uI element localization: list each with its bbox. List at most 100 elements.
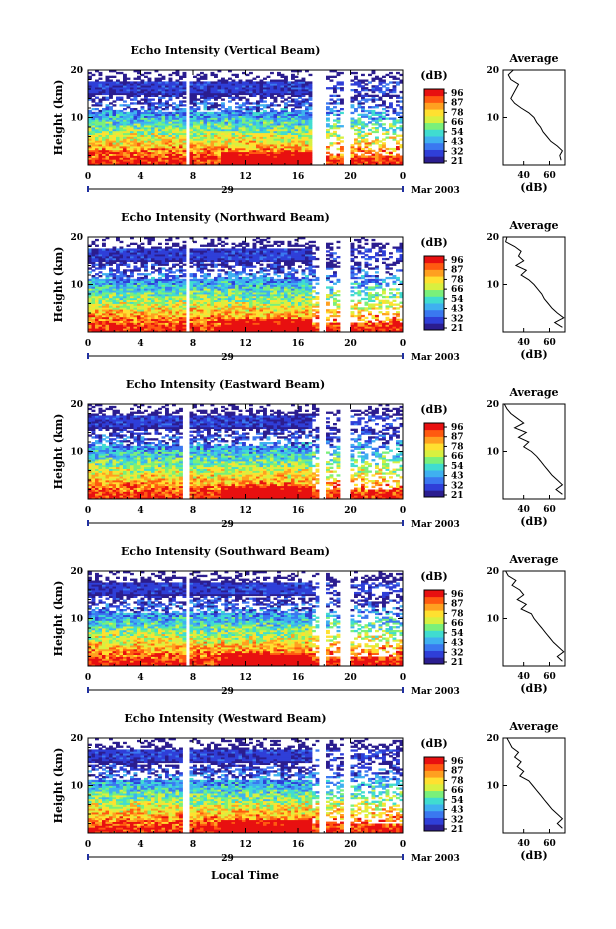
- heatmap-cell: [116, 97, 120, 99]
- heatmap-cell: [151, 247, 155, 249]
- heatmap-cell: [99, 279, 103, 281]
- heatmap-cell: [232, 279, 236, 281]
- heatmap-cell: [155, 78, 159, 80]
- heatmap-cell: [386, 87, 390, 89]
- heatmap-cell: [106, 97, 110, 99]
- heatmap-cell: [120, 110, 124, 112]
- heatmap-cell: [183, 279, 187, 281]
- heatmap-cell: [337, 154, 341, 156]
- heatmap-cell: [288, 81, 292, 83]
- x-tick-label: 8: [190, 172, 196, 182]
- heatmap-cell: [141, 247, 145, 249]
- panel-1: Echo Intensity (Vertical Beam)0 4 8 12 16 20 0…: [52, 44, 565, 196]
- heatmap-cell: [165, 81, 169, 83]
- heatmap-cell: [379, 97, 383, 99]
- heatmap-cell: [270, 72, 274, 74]
- heatmap-cell: [214, 102, 218, 104]
- heatmap-cell: [372, 154, 376, 156]
- heatmap-cell: [393, 76, 397, 78]
- heatmap-cell: [386, 148, 390, 150]
- heatmap-cell: [225, 271, 229, 273]
- heatmap-cell: [274, 110, 278, 112]
- heatmap-cell: [106, 76, 110, 78]
- heatmap-cell: [193, 273, 197, 275]
- heatmap-cell: [204, 245, 208, 247]
- heatmap-cell: [169, 267, 173, 269]
- heatmap-cell: [95, 245, 99, 247]
- heatmap-cell: [214, 245, 218, 247]
- heatmap-cell: [99, 248, 103, 250]
- heatmap-cell: [379, 123, 383, 125]
- heatmap-cell: [200, 248, 204, 250]
- heatmap-cell: [340, 125, 344, 127]
- heatmap-cell: [253, 106, 257, 108]
- heatmap-cell: [95, 97, 99, 99]
- heatmap-cell: [267, 112, 271, 114]
- heatmap-cell: [305, 99, 309, 101]
- heatmap-cell: [365, 87, 369, 89]
- heatmap-cell: [137, 110, 141, 112]
- heatmap-cell: [235, 102, 239, 104]
- heatmap-cell: [183, 241, 187, 243]
- heatmap-cell: [354, 148, 358, 150]
- heatmap-cell: [232, 269, 236, 271]
- heatmap-cell: [372, 110, 376, 112]
- heatmap-cell: [396, 154, 400, 156]
- heatmap-cell: [99, 275, 103, 277]
- x-tick-label: 4: [137, 172, 143, 182]
- heatmap-cell: [239, 97, 243, 99]
- heatmap-cell: [274, 104, 278, 106]
- heatmap-cell: [221, 245, 225, 247]
- heatmap-cell: [228, 248, 232, 250]
- heatmap-cell: [396, 140, 400, 142]
- heatmap-cell: [267, 76, 271, 78]
- heatmap-cell: [249, 102, 253, 104]
- colorbar-tick-label: 66: [451, 118, 464, 128]
- heatmap-cell: [389, 152, 393, 154]
- heatmap-cell: [382, 156, 386, 158]
- heatmap: [88, 237, 403, 332]
- heatmap-cell: [368, 116, 372, 118]
- heatmap-cell: [179, 275, 183, 277]
- heatmap-cell: [386, 110, 390, 112]
- heatmap-cell: [263, 100, 267, 102]
- heatmap-cell: [183, 72, 187, 74]
- heatmap-cell: [389, 81, 393, 83]
- heatmap-cell: [242, 97, 246, 99]
- heatmap-cell: [197, 248, 201, 250]
- heatmap-cell: [337, 95, 341, 97]
- heatmap-cell: [162, 112, 166, 114]
- heatmap-cell: [116, 275, 120, 277]
- heatmap-cell: [99, 81, 103, 83]
- heatmap-cell: [372, 140, 376, 142]
- heatmap-cell: [137, 245, 141, 247]
- heatmap-cell: [354, 119, 358, 121]
- heatmap-cell: [249, 80, 253, 82]
- heatmap-cell: [116, 110, 120, 112]
- heatmap-cell: [288, 97, 292, 99]
- heatmap-cell: [396, 72, 400, 74]
- heatmap-cell: [102, 239, 106, 241]
- heatmap-cell: [218, 264, 222, 266]
- heatmap-cell: [382, 127, 386, 129]
- heatmap-cell: [127, 248, 131, 250]
- heatmap-cell: [134, 102, 138, 104]
- heatmap-cell: [165, 100, 169, 102]
- heatmap-cell: [326, 156, 330, 158]
- heatmap-cell: [351, 112, 355, 114]
- heatmap-cell: [162, 81, 166, 83]
- heatmap-cell: [137, 100, 141, 102]
- heatmap-cell: [365, 114, 369, 116]
- heatmap-cell: [144, 76, 148, 78]
- heatmap-cell: [172, 248, 176, 250]
- heatmap-cell: [113, 81, 117, 83]
- heatmap-cell: [354, 154, 358, 156]
- heatmap-cell: [389, 72, 393, 74]
- heatmap-cell: [368, 106, 372, 108]
- heatmap-cell: [162, 102, 166, 104]
- date-day-label: 29: [221, 186, 234, 196]
- heatmap-cell: [158, 97, 162, 99]
- heatmap-cell: [351, 83, 355, 85]
- heatmap-cell: [358, 118, 362, 120]
- profile-x-tick-label: 40: [517, 171, 530, 181]
